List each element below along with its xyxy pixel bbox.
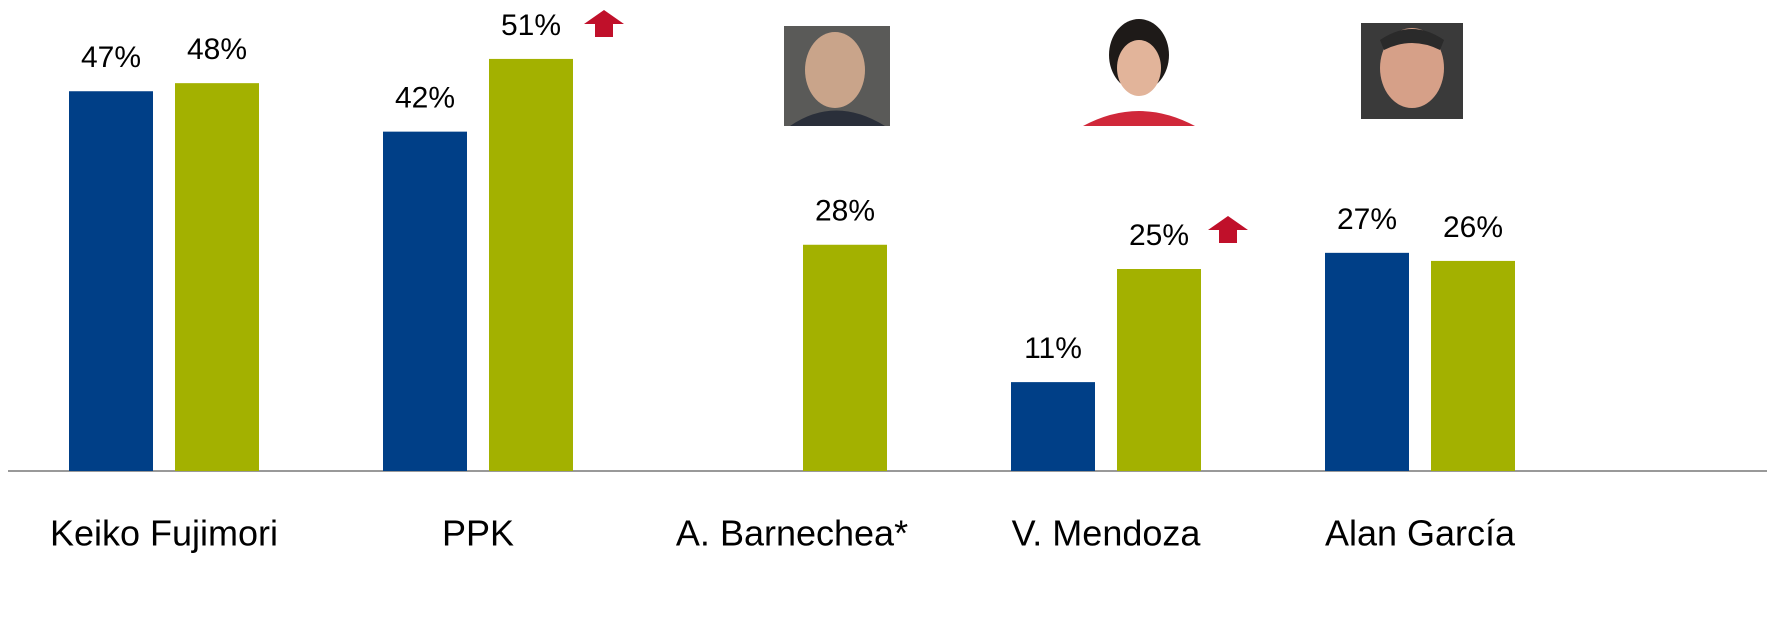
value-label: 48%	[187, 33, 247, 66]
value-label: 42%	[395, 82, 455, 115]
bar	[1117, 269, 1201, 471]
value-label: 25%	[1129, 219, 1189, 252]
bar	[69, 91, 153, 471]
up-arrow	[584, 10, 624, 37]
bar	[1431, 261, 1515, 471]
value-label: 11%	[1024, 332, 1082, 365]
value-label: 47%	[81, 41, 141, 74]
photo	[784, 26, 890, 126]
bar	[1325, 253, 1409, 471]
bar	[803, 245, 887, 471]
bar	[175, 83, 259, 471]
x-tick-label: Keiko Fujimori	[50, 513, 278, 554]
x-tick-label: V. Mendoza	[1012, 513, 1202, 554]
value-label: 28%	[815, 195, 875, 228]
chart: Keiko Fujimori 47% 48% PPK 42% 51% A. Barneche…	[0, 0, 1767, 621]
value-label: 51%	[501, 9, 561, 42]
bar	[1011, 382, 1095, 471]
x-tick-label: A. Barnechea*	[676, 513, 908, 554]
value-label: 26%	[1443, 211, 1503, 244]
up-arrow	[1208, 216, 1248, 243]
photo	[1083, 19, 1195, 126]
bar	[383, 132, 467, 471]
x-tick-label: PPK	[442, 513, 514, 554]
value-label: 27%	[1337, 203, 1397, 236]
bar	[489, 59, 573, 471]
x-tick-label: Alan García	[1325, 513, 1516, 554]
photo	[1361, 23, 1463, 119]
